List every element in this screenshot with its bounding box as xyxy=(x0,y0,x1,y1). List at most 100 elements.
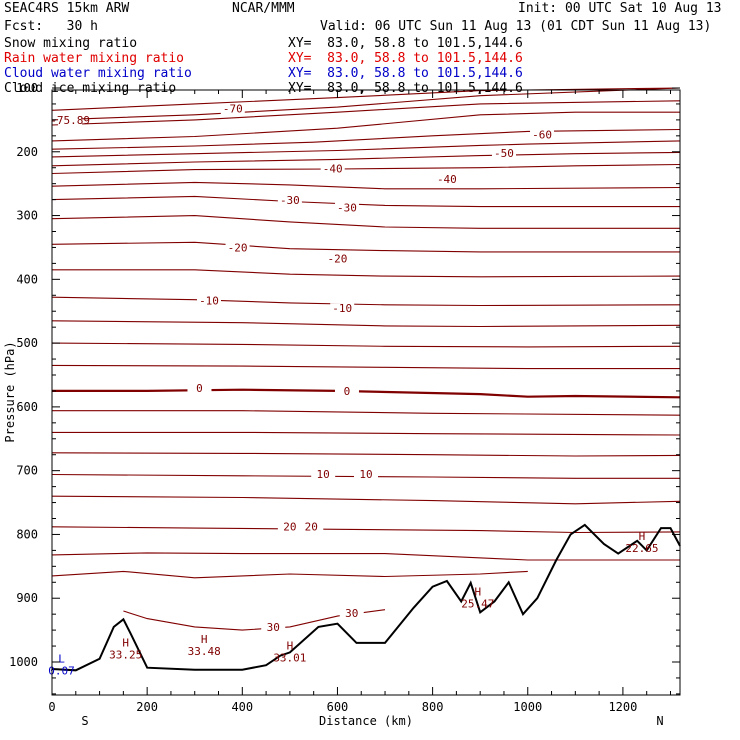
y-axis-label: Pressure (hPa) xyxy=(3,341,17,442)
isotherm-line xyxy=(51,87,681,121)
y-tick-label: 300 xyxy=(16,209,38,223)
high-value: 33.48 xyxy=(188,645,221,658)
isotherm-line xyxy=(52,431,681,436)
label-background xyxy=(334,386,359,398)
model-title: SEAC4RS 15km ARW xyxy=(4,1,130,16)
isotherm-line xyxy=(51,163,681,175)
field-snow-xy: XY= 83.0, 58.8 to 101.5,144.6 xyxy=(288,36,523,51)
contour-label: -20 xyxy=(228,242,248,255)
isotherm-line xyxy=(51,195,680,208)
high-value: 33.25 xyxy=(109,648,142,661)
label-background xyxy=(491,148,516,160)
label-background xyxy=(187,382,212,394)
contour-label: -30 xyxy=(280,194,300,207)
isotherm-line xyxy=(52,410,681,416)
label-background xyxy=(334,202,359,214)
high-value: 25.47 xyxy=(461,597,494,610)
low-marker: L xyxy=(58,652,65,665)
isotherm-line xyxy=(52,388,681,399)
isotherm-line xyxy=(51,128,681,150)
y-tick-label: 100 xyxy=(16,81,38,95)
y-tick-label: 700 xyxy=(16,464,38,478)
contour-label: -10 xyxy=(332,302,352,315)
forecast-hour: Fcst: 30 h xyxy=(4,19,98,34)
isotherm-line xyxy=(51,320,681,328)
contour-label: 0 xyxy=(344,385,351,398)
high-marker: H xyxy=(201,633,208,646)
contour-label: -20 xyxy=(328,252,348,265)
valid-time: Valid: 06 UTC Sun 11 Aug 13 (01 CDT Sun … xyxy=(320,19,712,34)
x-axis-label: Distance (km) xyxy=(319,714,413,728)
field-cloud-water-xy: XY= 83.0, 58.8 to 101.5,144.6 xyxy=(288,66,523,81)
isotherm-line xyxy=(51,452,681,457)
high-marker: H xyxy=(122,636,129,649)
isotherm-line xyxy=(51,473,680,479)
low-value: 0.07 xyxy=(48,664,75,677)
field-cloud-ice-name: Cloud ice mixing ratio xyxy=(4,81,177,96)
y-tick-label: 900 xyxy=(16,591,38,605)
x-tick-label: 0 xyxy=(48,700,55,714)
y-tick-label: 800 xyxy=(16,527,38,541)
isotherm-line xyxy=(51,140,681,158)
contour-label: -70 xyxy=(223,103,243,116)
contour-label: -75.89 xyxy=(50,114,90,127)
label-background xyxy=(277,194,302,206)
label-background xyxy=(530,129,555,141)
label-background xyxy=(325,253,350,265)
high-value: 22.65 xyxy=(625,542,658,555)
x-end-label-left: S xyxy=(81,714,88,728)
y-tick-label: 600 xyxy=(16,400,38,414)
contour-label: 10 xyxy=(359,468,372,481)
high-marker: H xyxy=(639,530,646,543)
y-tick-label: 500 xyxy=(16,336,38,350)
contour-label: -60 xyxy=(532,129,552,142)
isotherm-line xyxy=(51,181,681,190)
contour-label: -40 xyxy=(437,173,457,186)
terrain-line xyxy=(51,523,681,672)
label-background xyxy=(299,521,324,533)
field-cloud-water-name: Cloud water mixing ratio xyxy=(4,66,192,81)
label-background xyxy=(58,115,83,127)
label-background xyxy=(225,242,250,254)
label-background xyxy=(320,163,345,175)
label-background xyxy=(220,103,245,115)
high-value: 33.01 xyxy=(273,652,306,665)
x-end-label-right: N xyxy=(656,714,663,728)
label-background xyxy=(339,608,364,620)
label-background xyxy=(311,469,336,481)
isotherm-line xyxy=(51,552,680,561)
label-background xyxy=(354,469,378,481)
contour-label: 10 xyxy=(317,468,330,481)
contour-label: 20 xyxy=(283,520,296,533)
isotherm-line xyxy=(123,609,386,631)
x-tick-label: 600 xyxy=(327,700,349,714)
isotherm-line xyxy=(51,100,681,126)
contour-label: 30 xyxy=(345,607,358,620)
high-marker: H xyxy=(474,585,481,598)
y-tick-label: 200 xyxy=(16,145,38,159)
x-tick-label: 1000 xyxy=(513,700,542,714)
isotherm-line xyxy=(51,111,680,142)
label-background xyxy=(277,521,302,533)
isotherm-line xyxy=(51,526,681,534)
x-tick-label: 200 xyxy=(136,700,158,714)
y-tick-label: 1000 xyxy=(9,655,38,669)
label-background xyxy=(434,173,459,185)
contour-label: 0 xyxy=(196,382,203,395)
isotherm-line xyxy=(52,269,681,278)
isotherm-line xyxy=(51,215,680,229)
isotherm-line xyxy=(51,364,680,370)
init-time: Init: 00 UTC Sat 10 Aug 13 xyxy=(518,1,722,16)
plot-frame xyxy=(51,89,681,696)
label-background xyxy=(330,303,355,315)
field-snow-name: Snow mixing ratio xyxy=(4,36,138,51)
contour-label: 30 xyxy=(267,621,280,634)
label-background xyxy=(197,295,221,307)
isotherm-line xyxy=(51,570,528,579)
x-tick-label: 800 xyxy=(422,700,444,714)
isotherm-line xyxy=(51,342,681,348)
isotherm-line xyxy=(51,241,680,253)
field-rain-name: Rain water mixing ratio xyxy=(4,51,185,66)
label-background xyxy=(261,622,286,634)
x-tick-label: 1200 xyxy=(608,700,637,714)
